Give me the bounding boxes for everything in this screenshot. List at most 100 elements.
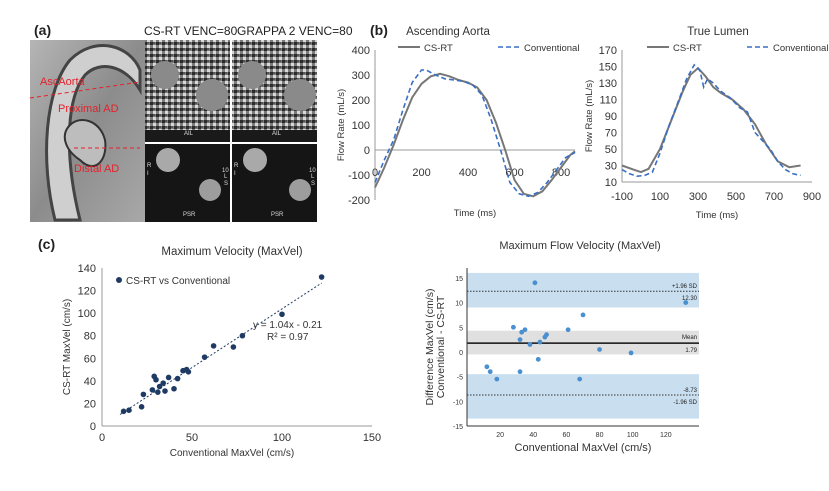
data-point: [210, 343, 217, 349]
upper-loa-label: +1.96 SD: [672, 284, 698, 290]
data-point: [544, 332, 549, 338]
x-tick-label: 300: [689, 191, 707, 203]
y-tick-label: 0: [459, 350, 463, 357]
fit-line: [119, 282, 322, 415]
panel-label-a: (a): [34, 22, 52, 38]
region-label-proximal-ad: Proximal AD: [58, 103, 119, 115]
mri-col1-title: CS-RT VENC=80: [144, 24, 238, 38]
tile-side-label-s-2: S: [311, 181, 316, 187]
x-tick-label: 500: [727, 191, 745, 203]
x-tick-label: -100: [611, 191, 633, 203]
y-axis-label: Conventional - CS-RT: [435, 295, 447, 398]
data-point: [577, 376, 583, 382]
x-tick-label: 0: [372, 167, 378, 179]
data-point: [484, 364, 490, 370]
data-point: [126, 407, 132, 414]
legend-label: Conventional: [524, 43, 579, 54]
data-point: [597, 347, 602, 352]
data-point: [683, 300, 689, 305]
tile-label-psr-2: PSR: [271, 212, 284, 218]
data-point: [140, 391, 147, 398]
x-axis-label: Time (ms): [454, 208, 496, 219]
y-tick-label: 400: [352, 45, 370, 57]
y-tick-label: 140: [78, 263, 96, 275]
data-point: [165, 374, 172, 381]
legend-label: CS-RT: [424, 43, 453, 54]
series-line-cs-rt: [374, 72, 576, 198]
data-point: [517, 369, 523, 375]
panel-label-b: (b): [370, 22, 388, 38]
data-point: [185, 369, 192, 375]
series-line-conventional: [374, 69, 576, 198]
panel-label-c: (c): [38, 236, 56, 252]
y-tick-label: 0: [364, 145, 370, 157]
x-tick-label: 900: [803, 191, 821, 203]
legend-label: CS-RT vs Conventional: [126, 276, 230, 287]
x-tick-label: 50: [186, 432, 198, 444]
y-tick-label: 15: [455, 276, 463, 283]
data-point: [120, 408, 127, 415]
x-tick-label: 60: [563, 432, 571, 439]
tile-scale-label-1: 10: [222, 168, 229, 174]
x-tick-label: 200: [412, 167, 430, 179]
mri-col2-title: GRAPPA 2 VENC=80: [237, 24, 353, 38]
y-tick-label: 200: [352, 95, 370, 107]
y-tick-label: 100: [352, 120, 370, 132]
data-point: [532, 280, 538, 286]
y-tick-label: 120: [78, 286, 96, 298]
mean-value: 1.79: [685, 348, 697, 354]
y-tick-label: 10: [455, 301, 463, 308]
y-tick-label: 10: [605, 177, 617, 189]
mean-label: Mean: [682, 335, 697, 341]
legend-marker: [116, 277, 122, 283]
tile-label-ail-1: AIL: [184, 131, 194, 137]
data-point: [511, 324, 516, 330]
y-tick-label: 50: [605, 144, 617, 156]
x-axis-label: Conventional MaxVel (cm/s): [515, 442, 652, 454]
y-tick-label: 300: [352, 70, 370, 82]
fit-equation: y = 1.04x - 0.21: [253, 320, 323, 331]
legend-label: CS-RT: [673, 43, 702, 54]
lower-loa-value: -8.73: [683, 388, 697, 394]
y-tick-label: 20: [84, 398, 96, 410]
lower-loa-label: -1.96 SD: [673, 400, 697, 406]
data-point: [318, 274, 325, 280]
data-point: [156, 383, 163, 390]
tile-side-label-l-2: L: [311, 174, 315, 180]
region-label-distal-ad: Distal AD: [74, 163, 120, 175]
y-tick-label: -100: [348, 170, 370, 182]
data-point: [201, 354, 208, 360]
x-tick-label: 120: [660, 432, 672, 439]
upper-loa-value: 12.30: [682, 296, 698, 302]
data-point: [162, 388, 168, 394]
x-axis-label: Conventional MaxVel (cm/s): [170, 448, 295, 459]
legend-label: Conventional: [773, 43, 828, 54]
x-tick-label: 0: [99, 432, 105, 444]
data-point: [279, 311, 285, 318]
y-tick-label: -200: [348, 195, 370, 207]
data-point: [565, 327, 571, 333]
data-point: [535, 356, 541, 362]
y-tick-label: 110: [599, 95, 617, 107]
data-point: [160, 380, 166, 386]
data-point: [494, 376, 500, 382]
chart-title: Ascending Aorta: [406, 26, 490, 38]
y-tick-label: 40: [84, 376, 96, 388]
data-point: [517, 337, 523, 342]
y-tick-label: 170: [599, 45, 617, 57]
tile-side-label-i-2: I: [234, 171, 236, 177]
y-tick-label: -15: [453, 424, 463, 431]
tile-side-label-s-1: S: [224, 181, 229, 187]
y-tick-label: 90: [605, 111, 617, 123]
tile-side-label-i-1: I: [147, 171, 149, 177]
data-point: [153, 376, 159, 383]
y-tick-label: -5: [457, 375, 463, 382]
x-tick-label: 150: [363, 432, 381, 444]
data-point: [171, 385, 177, 392]
data-point: [519, 329, 525, 335]
y-tick-label: -10: [453, 399, 463, 406]
data-point: [138, 404, 145, 410]
